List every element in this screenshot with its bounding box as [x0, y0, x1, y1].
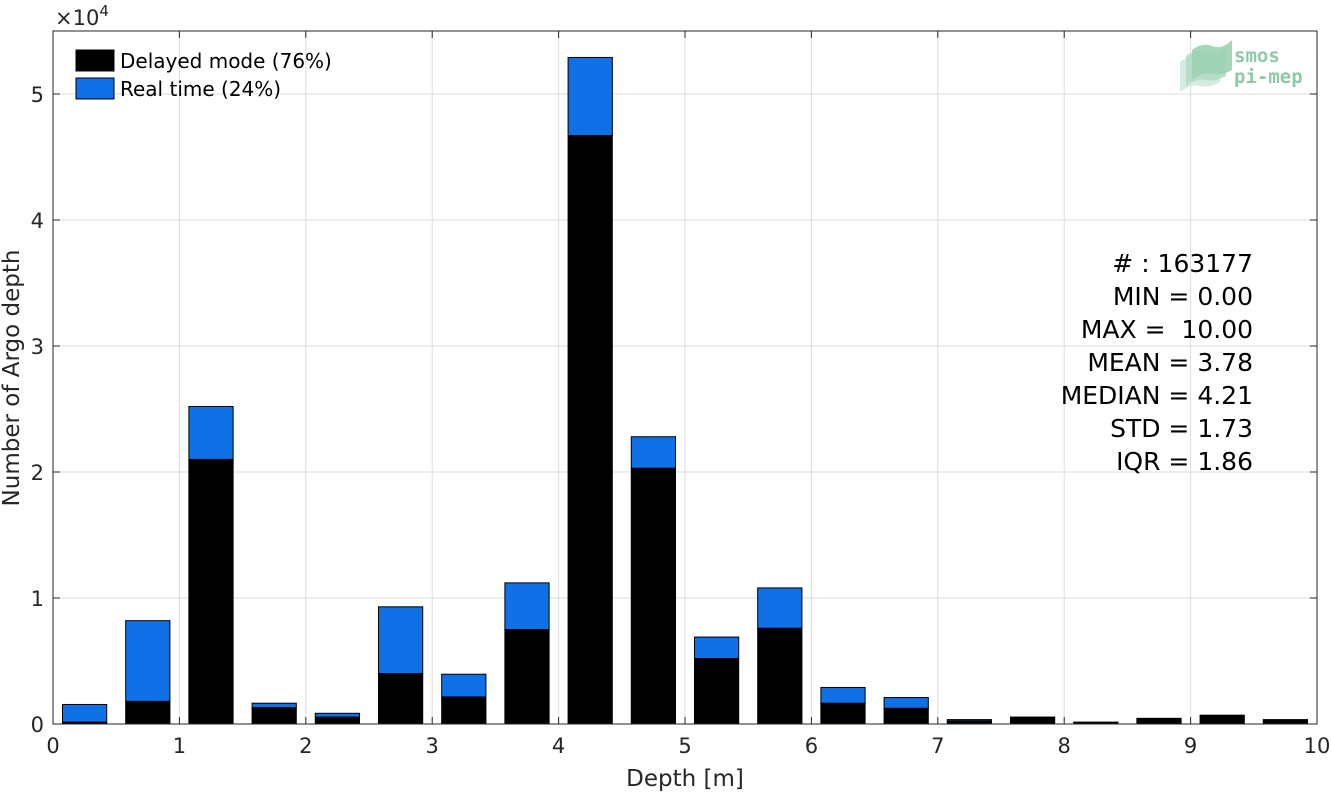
stat-count: # : 163177 — [1112, 249, 1253, 278]
stat-min: MIN = 0.00 — [1113, 282, 1253, 311]
logo-line-1: smos — [1234, 45, 1280, 67]
bar-delayed-mode — [1199, 714, 1245, 725]
bar-real-time — [567, 56, 613, 137]
bar-real-time — [946, 719, 993, 722]
y-tick-label: 1 — [31, 587, 44, 611]
bar-delayed-mode — [820, 702, 866, 725]
bar-real-time — [314, 712, 361, 718]
bar-delayed-mode — [1136, 717, 1182, 725]
y-axis-ticks: 0 1 2 3 4 5 — [31, 83, 1317, 737]
bar-real-time — [441, 673, 487, 698]
stat-median: MEDIAN = 4.21 — [1061, 381, 1253, 410]
bar-delayed-mode — [883, 707, 929, 725]
y-tick-label: 5 — [31, 83, 44, 107]
stat-mean: MEAN = 3.78 — [1087, 348, 1253, 377]
y-tick-label: 2 — [31, 461, 44, 485]
bar-delayed-mode — [251, 707, 297, 725]
x-tick-label: 2 — [299, 734, 312, 758]
stat-std: STD = 1.73 — [1110, 414, 1253, 443]
statistics-annotation: # : 163177 MIN = 0.00 MAX = 10.00 MEAN =… — [1061, 249, 1253, 476]
y-tick-label: 0 — [31, 713, 44, 737]
bar-real-time — [630, 436, 677, 469]
bar-real-time — [757, 587, 803, 629]
grid-lines — [53, 31, 1317, 724]
bar-real-time — [883, 697, 929, 709]
bar-real-time — [125, 620, 171, 702]
legend-label-realtime: Real time (24%) — [120, 77, 281, 101]
x-tick-label: 0 — [46, 734, 59, 758]
wave-stack-icon — [1180, 40, 1232, 92]
stat-iqr: IQR = 1.86 — [1116, 447, 1253, 476]
logo-line-2: pi-mep — [1234, 66, 1303, 88]
bar-delayed-mode — [757, 627, 803, 725]
x-axis-label: Depth [m] — [626, 766, 744, 792]
x-tick-label: 10 — [1304, 734, 1331, 758]
bar-real-time — [61, 703, 108, 723]
bar-delayed-mode — [1262, 719, 1309, 725]
bar-delayed-mode — [1009, 716, 1056, 725]
bar-delayed-mode — [377, 673, 424, 725]
legend: Delayed mode (76%) Real time (24%) — [75, 49, 332, 101]
legend-swatch-delayed — [75, 49, 115, 72]
y-tick-label: 3 — [31, 335, 44, 359]
bar-delayed-mode — [693, 657, 740, 725]
bar-real-time — [188, 405, 234, 460]
x-tick-label: 1 — [173, 734, 186, 758]
bar-delayed-mode — [188, 458, 234, 725]
bar-delayed-mode — [314, 716, 361, 725]
x-tick-label: 4 — [552, 734, 565, 758]
bar-real-time — [504, 582, 550, 631]
bar-delayed-mode — [630, 467, 677, 725]
bar-real-time — [693, 636, 740, 659]
y-axis-label: Number of Argo depth — [0, 250, 25, 507]
y-multiplier: ×104 — [55, 2, 109, 30]
bar-real-time — [377, 606, 424, 675]
bar-delayed-mode — [441, 696, 487, 725]
x-tick-label: 9 — [1184, 734, 1197, 758]
x-tick-label: 5 — [678, 734, 691, 758]
x-tick-label: 8 — [1058, 734, 1071, 758]
y-tick-label: 4 — [31, 209, 44, 233]
legend-swatch-realtime — [75, 77, 115, 100]
x-tick-label: 7 — [931, 734, 944, 758]
bar-delayed-mode — [125, 700, 171, 725]
bar-real-time — [251, 702, 297, 709]
bar-delayed-mode — [567, 135, 613, 725]
x-axis-ticks: 0 1 2 3 4 5 6 7 8 9 10 — [46, 31, 1330, 758]
x-tick-label: 6 — [805, 734, 818, 758]
x-tick-label: 3 — [426, 734, 439, 758]
bar-real-time — [820, 686, 866, 704]
bar-delayed-mode — [504, 629, 550, 725]
legend-label-delayed: Delayed mode (76%) — [120, 49, 332, 73]
smos-pi-mep-logo: smos pi-mep — [1180, 40, 1303, 92]
stat-max: MAX = 10.00 — [1081, 315, 1253, 344]
